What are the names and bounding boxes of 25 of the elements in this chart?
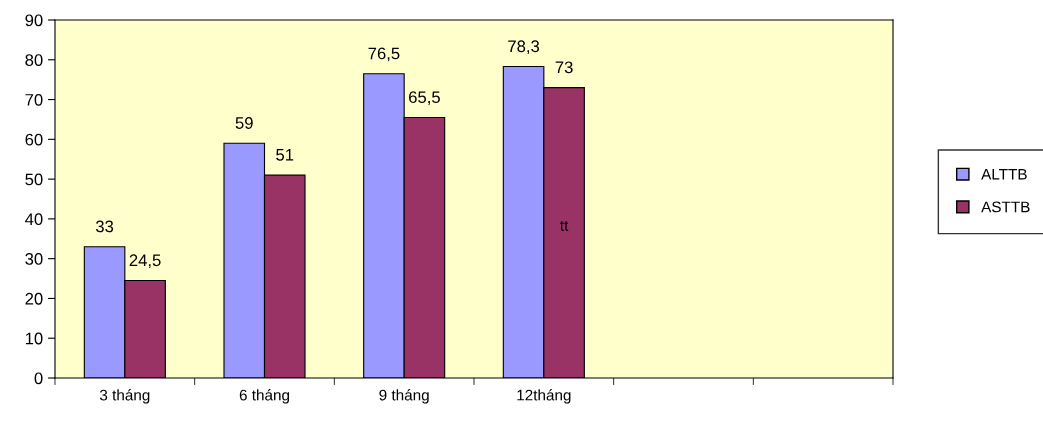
x-tick-label: 9 tháng	[379, 389, 429, 404]
y-tick-label: 90	[25, 14, 43, 27]
x-tick-label: 6 tháng	[239, 389, 289, 404]
y-tick-label: 10	[25, 332, 43, 345]
y-tick-label: 30	[25, 253, 43, 265]
legend-label: ALTTB	[981, 168, 1027, 180]
annotation: tt	[560, 220, 569, 231]
y-tick-label: 80	[25, 54, 43, 66]
data-label: 33	[95, 220, 114, 233]
y-tick-label: 70	[25, 93, 43, 106]
data-label: 59	[235, 117, 253, 129]
x-tick-label: 3 tháng	[99, 389, 150, 404]
data-label: 73	[555, 61, 573, 74]
data-label: 65,5	[409, 91, 440, 106]
y-tick-label: 60	[25, 133, 43, 146]
y-tick-label: 50	[25, 173, 43, 186]
data-label: 78,3	[508, 40, 540, 55]
legend-label: ASTTB	[981, 201, 1030, 213]
y-tick-label: 20	[25, 292, 43, 305]
y-tick-label: 0	[34, 372, 43, 385]
x-tick-label: 12tháng	[517, 389, 571, 404]
data-label: 76,5	[368, 47, 400, 62]
y-tick-label: 40	[25, 213, 43, 226]
data-label: 51	[276, 149, 294, 161]
data-label: 24,5	[129, 254, 161, 269]
